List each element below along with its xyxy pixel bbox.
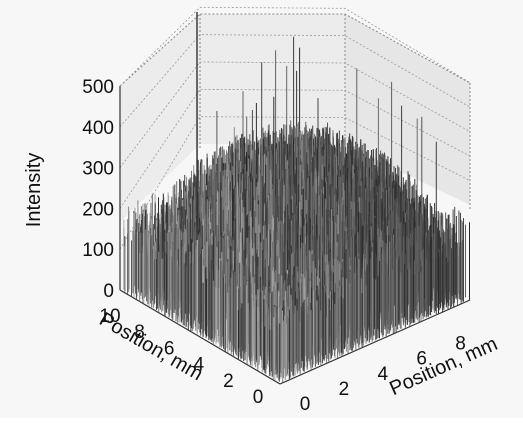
x-axis-label: Position, mm	[386, 333, 501, 400]
y-tick-label: 10	[99, 306, 120, 327]
gridline	[119, 6, 471, 87]
x-tick-label: 0	[300, 394, 311, 415]
z-axis-label: Intensity	[23, 153, 45, 227]
intensity-spikes	[123, 12, 470, 383]
base-outline	[119, 289, 471, 385]
gridline	[119, 34, 471, 128]
x-tick-labels: 0 2 4 6 8	[300, 334, 466, 415]
z-tick-label: 400	[82, 118, 114, 139]
gridlines	[119, 6, 471, 250]
x-tick-label: 6	[416, 349, 427, 370]
y-tick-label: 2	[223, 371, 234, 392]
y-tick-label: 4	[194, 355, 205, 376]
z-tick-label: 200	[82, 199, 114, 220]
x-tick-label: 8	[455, 334, 466, 355]
y-tick-label: 0	[253, 387, 264, 408]
z-tick-label: 0	[103, 281, 114, 302]
gridline	[119, 61, 471, 168]
x-tick-label: 2	[339, 379, 350, 400]
gridline	[119, 116, 471, 250]
x-tick-label: 4	[377, 364, 388, 385]
y-tick-label: 8	[134, 322, 145, 343]
z-tick-labels: 0 100 200 300 400 500	[82, 77, 114, 302]
y-tick-label: 6	[164, 338, 175, 359]
z-tick-label: 500	[82, 77, 114, 98]
z-tick-label: 100	[82, 240, 114, 261]
back-panels	[119, 13, 471, 222]
z-tick-label: 300	[82, 159, 114, 180]
